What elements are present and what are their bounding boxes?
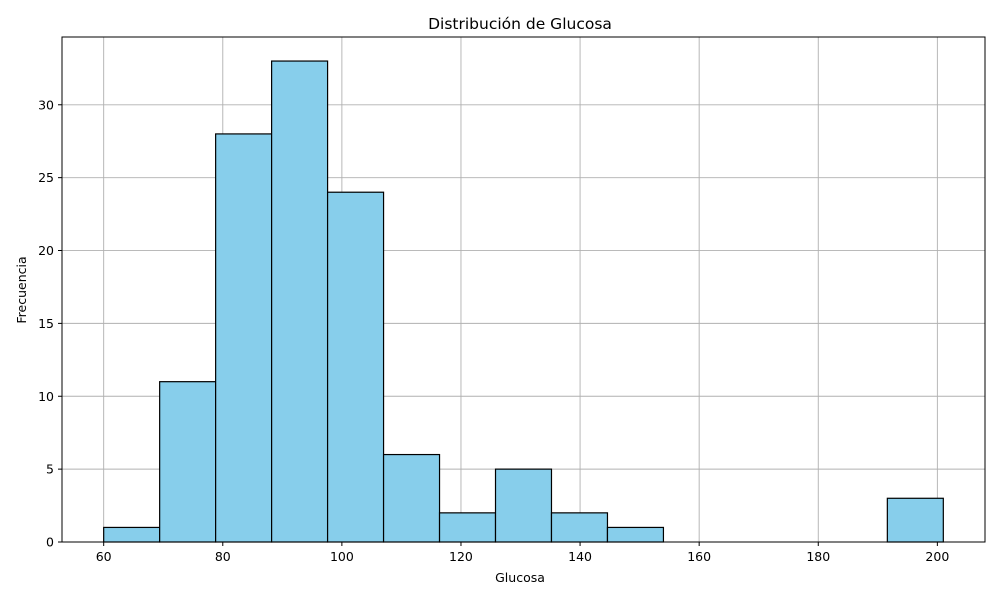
histogram-bar	[103, 526, 161, 543]
histogram-bar	[159, 381, 217, 543]
histogram-bar	[215, 133, 273, 543]
x-tick-label: 140	[568, 549, 592, 564]
histogram-bar	[326, 191, 385, 543]
bars	[103, 60, 944, 543]
x-axis-ticks: 60 80 100 120 140 160 180 200	[96, 542, 949, 564]
y-tick-label: 10	[38, 389, 54, 404]
x-tick-label: 180	[806, 549, 830, 564]
histogram-bar	[494, 468, 553, 543]
y-tick-label: 25	[38, 170, 54, 185]
x-tick-label: 160	[687, 549, 711, 564]
y-tick-label: 0	[46, 535, 54, 550]
x-tick-label: 80	[215, 549, 231, 564]
x-tick-label: 120	[449, 549, 473, 564]
y-axis-ticks: 0 5 10 15 20 25 30	[38, 97, 62, 550]
plot-frame	[61, 36, 986, 543]
y-tick-label: 30	[38, 97, 54, 112]
histogram-bar	[886, 497, 944, 543]
x-tick-label: 60	[96, 549, 112, 564]
y-tick-label: 5	[46, 462, 54, 477]
histogram-bar	[382, 453, 441, 543]
x-tick-label: 200	[925, 549, 949, 564]
histogram-bar	[550, 512, 609, 543]
chart-title: Distribución de Glucosa	[428, 15, 612, 33]
x-axis-label: Glucosa	[495, 570, 545, 585]
histogram-bar	[271, 60, 329, 543]
y-tick-label: 20	[38, 243, 54, 258]
y-tick-label: 15	[38, 316, 54, 331]
x-tick-label: 100	[330, 549, 354, 564]
histogram-bar	[606, 526, 665, 543]
y-axis-label: Frecuencia	[14, 256, 29, 323]
histogram-bar	[438, 512, 497, 543]
